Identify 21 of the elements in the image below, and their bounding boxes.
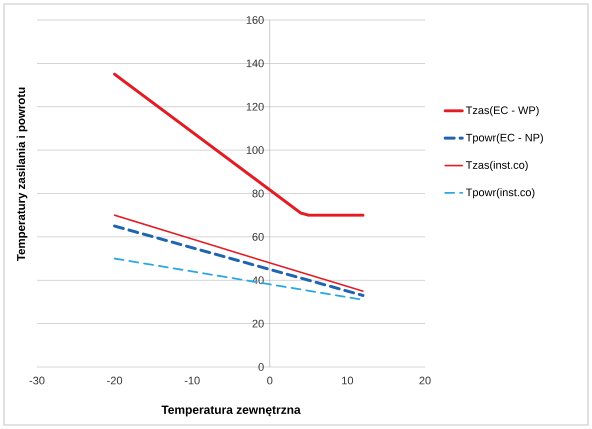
legend-label: Tzas(EC - WP) — [466, 106, 539, 116]
y-tick-label: 100 — [246, 146, 264, 154]
x-tick-label: 0 — [267, 376, 272, 384]
y-axis-title: Temperatury zasilania i powrotu — [16, 88, 28, 261]
line-series — [114, 214, 364, 292]
x-tick-label: 20 — [419, 376, 431, 384]
y-tick-label: 160 — [246, 16, 264, 24]
y-tick-label: 20 — [252, 320, 264, 328]
x-tick-label: -20 — [107, 376, 122, 384]
legend-label: Tpowr(inst.co) — [466, 188, 534, 198]
y-tick-label: 80 — [252, 190, 264, 198]
legend-label: Tzas(inst.co) — [466, 160, 528, 172]
legend-label: Tpowr(EC - NP) — [466, 133, 543, 144]
x-tick-label: -10 — [184, 376, 200, 384]
y-tick-label: 60 — [252, 233, 264, 241]
x-tick-label: -30 — [30, 376, 44, 384]
y-tick-label: 0 — [258, 363, 264, 371]
y-tick-label: 140 — [246, 60, 264, 68]
x-tick-label: 10 — [342, 376, 354, 384]
x-axis-title: Temperatura zewnętrzna — [161, 406, 301, 416]
y-tick-label: 120 — [246, 102, 264, 111]
